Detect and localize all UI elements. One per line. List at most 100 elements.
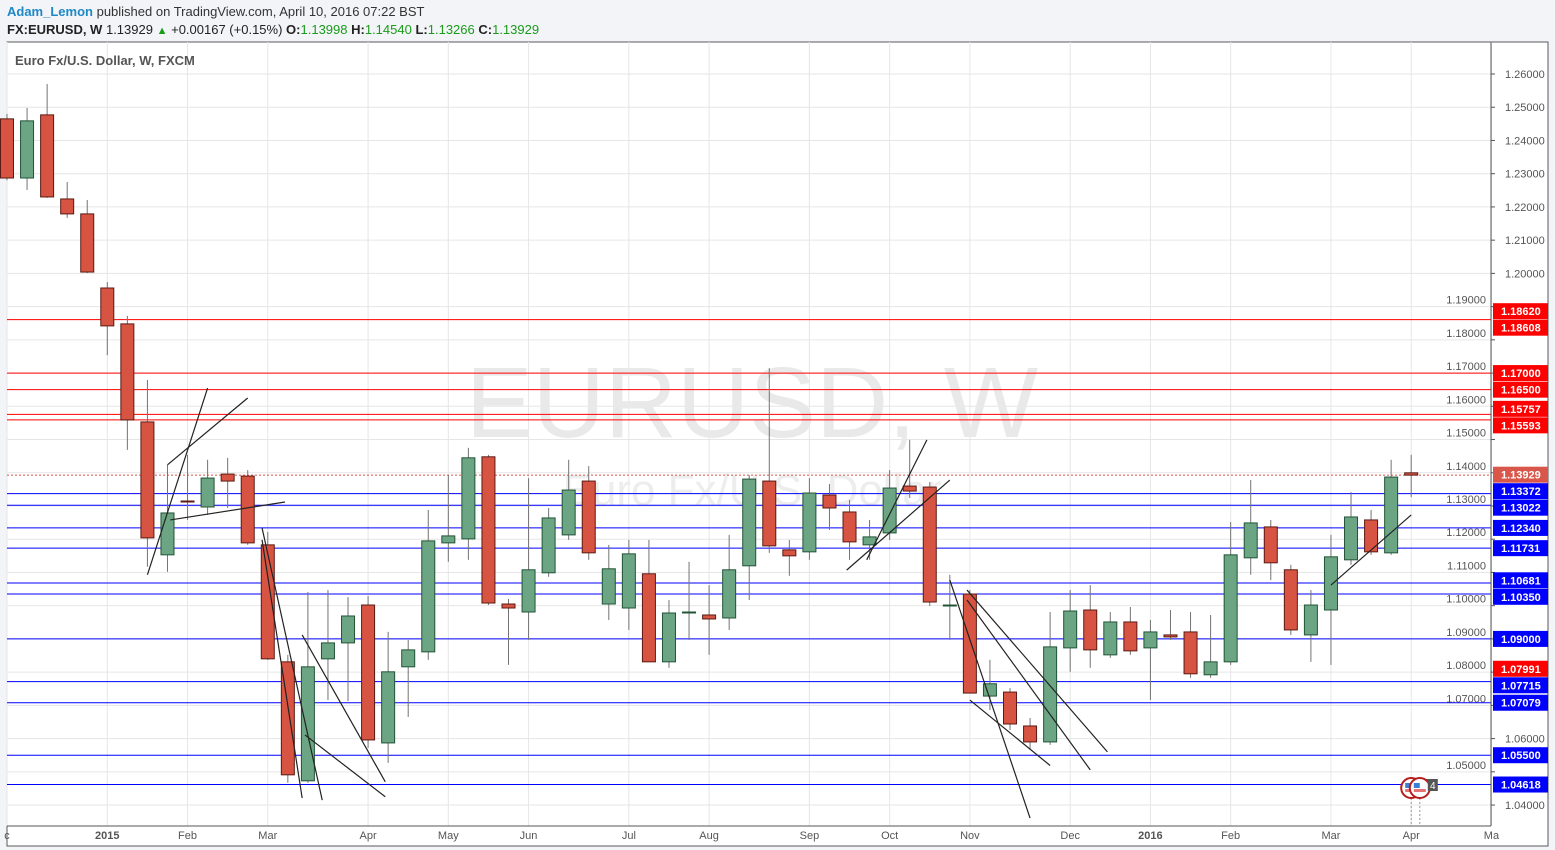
candle-body [280, 661, 295, 776]
price-tick-label: 1.20000 [1505, 268, 1545, 280]
time-tick-label: Jul [622, 830, 636, 842]
candle [0, 113, 14, 181]
author-link[interactable]: Adam_Lemon [7, 4, 93, 19]
candle [180, 454, 195, 520]
price-label-text: 1.10350 [1501, 592, 1541, 604]
candle [140, 380, 155, 567]
candle-body [1103, 621, 1118, 656]
candle-body [1043, 646, 1058, 743]
time-tick-label: Aug [699, 830, 719, 842]
candle [541, 507, 556, 577]
candle [1003, 688, 1017, 730]
candle [280, 654, 295, 783]
candle-body [1344, 516, 1359, 561]
candle-body [381, 671, 396, 744]
level-price-label: 1.16500 [1493, 381, 1548, 398]
trendline [866, 439, 928, 561]
candle-body [561, 489, 576, 536]
price-axis[interactable]: 1.04000 1.05000 1.06000 1.07000 1.08000 1.090… [1446, 69, 1545, 812]
time-tick-label: Mar [1321, 830, 1340, 842]
price-label-box [1493, 694, 1548, 711]
candle-body [441, 535, 456, 544]
price-tick-label: 1.11000 [1447, 560, 1486, 572]
candle [80, 199, 95, 274]
candle-body [40, 114, 55, 198]
candle-body [862, 536, 877, 546]
price-label-text: 1.10681 [1501, 575, 1541, 587]
candle [942, 574, 957, 640]
price-label-box [1493, 776, 1548, 793]
price-label-text: 1.18620 [1501, 306, 1541, 318]
level-price-label: 1.18620 [1493, 303, 1548, 320]
price-label-box [1493, 303, 1548, 320]
candle-body [401, 649, 416, 668]
candle-body [661, 612, 676, 663]
candle-body [842, 511, 857, 543]
trendline [261, 527, 323, 801]
low-label: L: [415, 22, 428, 37]
candle [1344, 492, 1359, 565]
candle-body [1243, 522, 1258, 559]
candle-body [782, 549, 797, 557]
level-price-label: 1.15593 [1493, 417, 1548, 434]
price-label-box [1493, 365, 1548, 382]
candle-body [0, 118, 14, 179]
price-change: +0.00167 (+0.15%) [171, 22, 283, 37]
price-label-box [1493, 677, 1548, 694]
candle-body [320, 642, 335, 660]
candle-body [20, 120, 35, 179]
time-tick-label: Nov [960, 830, 980, 842]
candle [1023, 717, 1038, 750]
price-label-text: 1.11731 [1501, 543, 1540, 555]
price-tick-label: 1.07000 [1446, 693, 1486, 705]
candle-body [200, 477, 215, 508]
candle [220, 457, 235, 508]
trendline [949, 579, 1031, 819]
event-count: 4 [1430, 781, 1436, 792]
candle [722, 534, 737, 630]
candle-body [1263, 526, 1278, 564]
last-price: 1.13929 [105, 22, 153, 37]
candle-body [802, 492, 817, 553]
level-price-label: 1.05500 [1493, 747, 1548, 764]
candle-body [1384, 476, 1399, 554]
trendline [301, 634, 386, 783]
candle-body [501, 603, 516, 609]
candle [40, 83, 55, 198]
candle-body [521, 569, 536, 613]
price-tick-label: 1.19000 [1446, 295, 1486, 307]
candle-body [1323, 556, 1338, 611]
candle [842, 500, 857, 560]
candle [1203, 614, 1218, 678]
candle-body [1083, 609, 1098, 651]
candle-body [220, 473, 235, 482]
candle-body [120, 323, 135, 421]
price-label-box [1493, 499, 1548, 516]
candle-body [300, 666, 315, 782]
candle [782, 539, 797, 576]
candle-body [1203, 661, 1218, 676]
candle-body [702, 614, 717, 620]
price-level-labels: 1.18620 1.18608 1.17000 1.16500 1.15757 1.155… [1493, 303, 1548, 793]
candle [922, 482, 937, 607]
time-tick-label: Apr [1403, 830, 1420, 842]
price-label-text: 1.13372 [1501, 486, 1541, 498]
level-price-label: 1.07715 [1493, 677, 1548, 694]
time-tick-label: Apr [360, 830, 377, 842]
price-label-box [1493, 660, 1548, 677]
candle-body [1183, 631, 1198, 675]
time-axis[interactable]: c 2015 Feb Mar Apr May Jun Jul Aug Sep Oct Nov Dec 20… [4, 830, 1500, 842]
trendline [966, 599, 1091, 771]
candle [581, 466, 596, 560]
price-label-box [1493, 466, 1548, 483]
candle-body [1303, 604, 1318, 636]
time-tick-label: Feb [1221, 830, 1240, 842]
candle-body [742, 478, 757, 567]
price-tick-label: 1.12000 [1446, 527, 1486, 539]
time-tick-label: Mar [258, 830, 277, 842]
trendline [146, 387, 209, 575]
high-value: 1.14540 [364, 22, 412, 37]
price-label-text: 1.16500 [1501, 385, 1541, 397]
price-tick-label: 1.13000 [1446, 494, 1486, 506]
